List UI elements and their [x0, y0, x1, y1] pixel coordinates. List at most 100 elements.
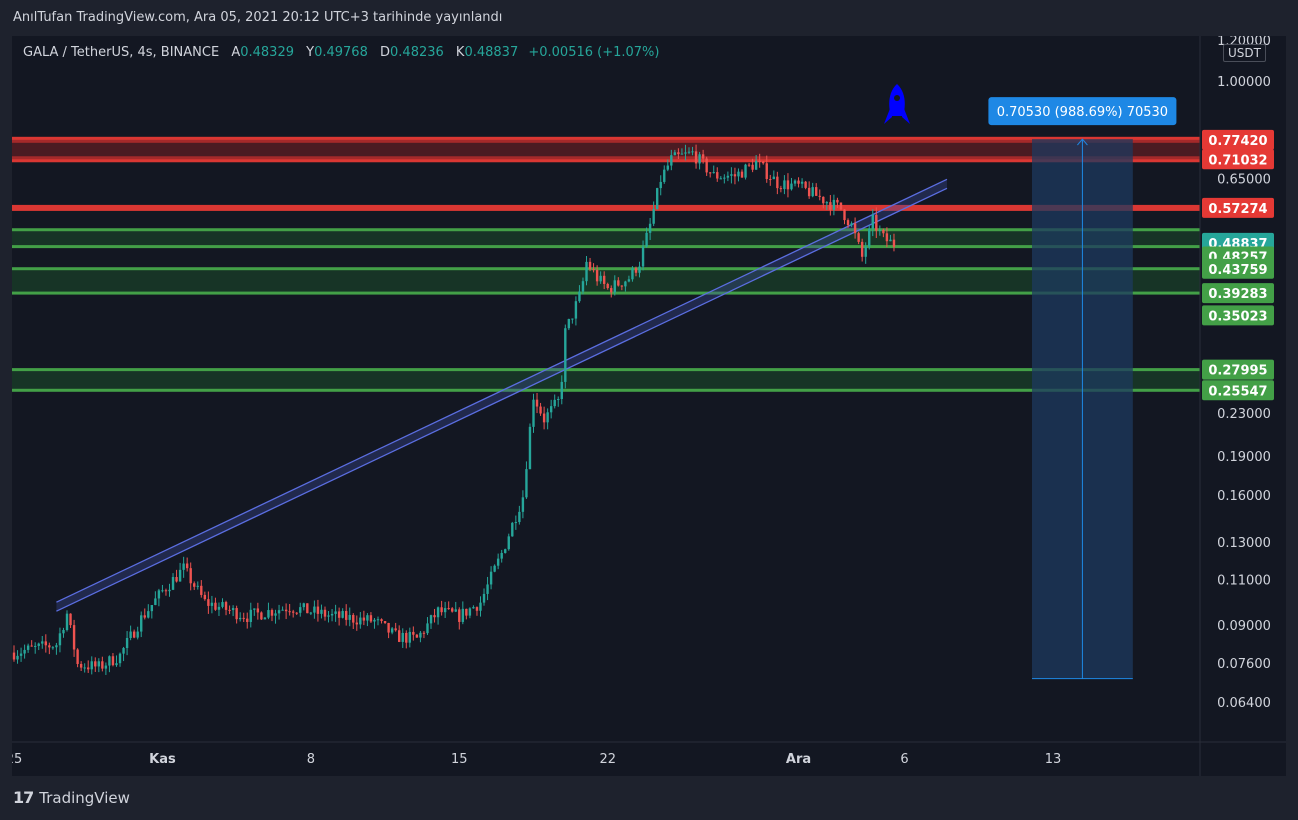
price-axis-label-7: 0.11000 [1217, 574, 1271, 589]
tradingview-branding[interactable]: 17 TradingView [13, 788, 130, 807]
candle-body [412, 631, 415, 635]
candle-body [207, 599, 210, 606]
candle-body [97, 661, 101, 667]
candle-body [549, 406, 553, 413]
candle-body [875, 214, 878, 231]
price-tags: 0.774200.710320.572740.4883702:47:440.48… [1202, 129, 1274, 401]
support-tag-3: 0.39283 [1208, 287, 1267, 302]
resistance-tag-2: 0.71032 [1208, 153, 1267, 168]
candle-body [23, 649, 26, 654]
candle-body [55, 645, 58, 648]
candle-body [83, 667, 86, 669]
candle-body [405, 632, 408, 643]
candle-body [87, 667, 90, 670]
candle-body [740, 171, 744, 178]
candle-body [19, 653, 23, 656]
candle-body [41, 641, 44, 644]
candle-body [242, 617, 245, 619]
candle-body [779, 188, 783, 190]
low-label: D [380, 45, 391, 60]
candle-body [122, 648, 125, 654]
candle-body [157, 590, 161, 599]
candle-body [415, 634, 419, 638]
time-axis-label-6: 6 [900, 752, 908, 767]
resistance-tag-1-bg [1202, 129, 1274, 150]
support-tag-4-bg [1202, 305, 1274, 326]
candle-body [355, 622, 358, 625]
symbol-name[interactable]: GALA / TetherUS, 4s, BINANCE [23, 45, 220, 60]
price-axis-label-9: 0.07600 [1217, 657, 1271, 672]
price-chart[interactable]: 0.70530 (988.69%) 70530 1.200001.000000.… [12, 36, 1286, 776]
candle-body [670, 155, 673, 166]
candle-body [316, 606, 320, 614]
candle-body [387, 622, 390, 633]
candle-body [475, 607, 479, 611]
price-axis-label-4: 0.19000 [1217, 450, 1271, 465]
candle-body [238, 617, 242, 620]
candle-body [143, 615, 146, 618]
price-axis-label-8: 0.09000 [1217, 619, 1271, 634]
low-value: 0.48236 [390, 45, 444, 60]
candle-body [398, 630, 401, 642]
candle-body [726, 175, 730, 178]
candle-body [832, 199, 836, 210]
high-label: Y [306, 45, 315, 60]
candle-body [532, 399, 535, 427]
candle-body [196, 585, 199, 587]
candle-body [352, 614, 355, 623]
candle-body [217, 606, 221, 610]
candle-body [111, 656, 115, 666]
support-zone-top-2 [12, 267, 1200, 271]
candle-body [758, 160, 761, 162]
candle-body [210, 602, 214, 606]
candle-body [150, 605, 154, 612]
resistance-line-3 [12, 204, 1200, 211]
candle-body [281, 609, 284, 611]
candle-body [839, 202, 843, 210]
candle-body [620, 285, 624, 287]
candle-body [429, 615, 433, 624]
candle-body [705, 158, 708, 173]
chart-pane[interactable]: 0.70530 (988.69%) 70530 1.20000 1.00000 0.… [12, 36, 1286, 776]
candle-body [147, 611, 150, 618]
support-tag-6: 0.25547 [1208, 384, 1267, 399]
candle-body [274, 613, 277, 616]
candle-body [256, 608, 260, 613]
candle-body [373, 619, 376, 622]
candle-body [655, 188, 659, 209]
candle-body [440, 607, 443, 613]
price-axis-label-5: 0.16000 [1217, 489, 1271, 504]
candle-body [380, 619, 383, 622]
candle-body [571, 318, 574, 320]
candle-body [507, 536, 510, 550]
candle-body [811, 187, 814, 197]
currency-button[interactable]: USDT [1223, 44, 1266, 62]
candle-body [645, 232, 648, 247]
candle-body [581, 281, 585, 292]
candle-body [592, 269, 595, 271]
candle-body [754, 160, 758, 170]
candle-body [422, 632, 426, 634]
support-zone-2 [12, 268, 1200, 294]
candle-body [140, 615, 143, 632]
candle-body [426, 623, 429, 634]
time-axis-label-7: 13 [1045, 752, 1062, 767]
candle-body [737, 171, 740, 177]
support-zone-bottom-2 [12, 291, 1200, 295]
candle-body [663, 169, 666, 182]
candle-body [666, 165, 669, 170]
candle-body [567, 319, 571, 329]
candle-body [164, 590, 168, 592]
candle-body [511, 522, 514, 537]
candle-body [178, 569, 182, 582]
candle-body [69, 613, 72, 626]
candle-body [193, 583, 196, 587]
open-value: 0.48329 [240, 45, 294, 60]
candle-body [846, 220, 850, 226]
candle-body [631, 268, 634, 280]
candle-body [118, 653, 122, 664]
candle-body [369, 615, 373, 622]
resistance-zone [12, 139, 1200, 160]
support-zone-3 [12, 369, 1200, 391]
candle-body [344, 611, 348, 620]
